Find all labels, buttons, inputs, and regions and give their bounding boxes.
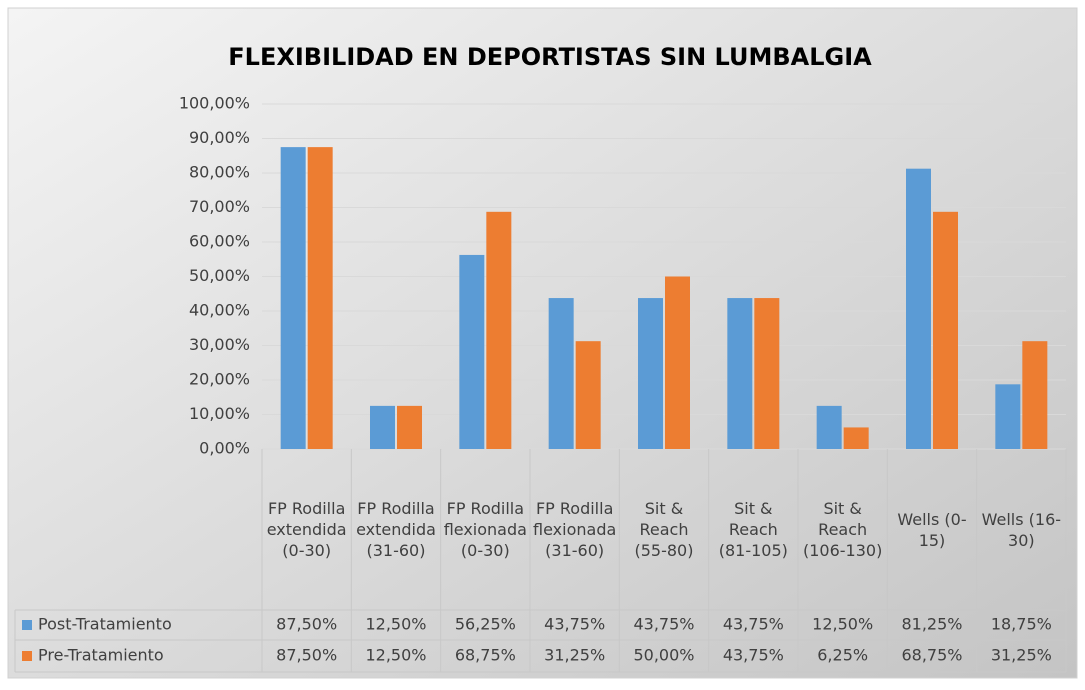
value-label: 81,25%	[901, 615, 962, 634]
y-tick-label: 100,00%	[179, 94, 250, 113]
chart-title: FLEXIBILIDAD EN DEPORTISTAS SIN LUMBALGI…	[228, 43, 872, 71]
x-tick-label: FP Rodilla extendida (31-60)	[356, 499, 436, 560]
x-tick-label: FP Rodilla flexionada (31-60)	[533, 499, 617, 560]
x-tick-cell: Sit & Reach (55-80)	[634, 499, 694, 560]
bar	[459, 254, 485, 449]
x-tick-label: Sit & Reach (81-105)	[718, 499, 788, 560]
bar	[843, 427, 869, 449]
bar	[665, 276, 690, 449]
x-tick-cell: FP Rodilla extendida (31-60)	[356, 499, 436, 560]
value-label: 43,75%	[544, 615, 605, 634]
value-label: 12,50%	[365, 615, 426, 634]
y-tick-label: 10,00%	[189, 404, 250, 423]
value-label: 87,50%	[276, 615, 337, 634]
chart-area	[7, 7, 1078, 679]
y-tick-label: 40,00%	[189, 301, 250, 320]
value-label: 87,50%	[276, 646, 337, 665]
bar	[816, 405, 842, 449]
bar	[307, 147, 333, 449]
bar	[1022, 341, 1048, 449]
x-tick-cell: Sit & Reach (81-105)	[718, 499, 788, 560]
value-label: 68,75%	[901, 646, 962, 665]
x-tick-cell: Sit & Reach (106-130)	[802, 499, 883, 560]
legend-label: Post-Tratamiento	[38, 615, 172, 634]
bar	[397, 405, 422, 449]
x-tick-label: FP Rodilla extendida (0-30)	[266, 499, 347, 560]
value-label: 31,25%	[991, 646, 1052, 665]
value-label: 31,25%	[544, 646, 605, 665]
bar	[370, 405, 395, 449]
x-tick-label: Sit & Reach (55-80)	[634, 499, 694, 560]
value-label: 43,75%	[723, 646, 784, 665]
y-tick-label: 30,00%	[189, 335, 250, 354]
value-label: 12,50%	[365, 646, 426, 665]
y-tick-label: 50,00%	[189, 266, 250, 285]
x-tick-label: Sit & Reach (106-130)	[802, 499, 883, 560]
x-tick-cell: FP Rodilla flexionada (0-30)	[443, 499, 527, 560]
x-tick-label: Wells (16-30)	[981, 509, 1062, 550]
x-tick-cell: Wells (0-15)	[897, 509, 967, 550]
bar	[280, 147, 306, 449]
bar	[575, 341, 601, 449]
value-label: 43,75%	[633, 615, 694, 634]
y-tick-label: 90,00%	[189, 128, 250, 147]
x-tick-cell: FP Rodilla flexionada (31-60)	[533, 499, 617, 560]
bar	[754, 298, 780, 449]
bar	[727, 298, 753, 449]
bar	[933, 211, 958, 449]
legend-swatch	[22, 620, 32, 630]
bar	[548, 298, 574, 449]
value-label: 68,75%	[455, 646, 516, 665]
x-tick-cell: FP Rodilla extendida (0-30)	[266, 499, 347, 560]
legend-label: Pre-Tratamiento	[38, 646, 164, 665]
y-tick-label: 70,00%	[189, 197, 250, 216]
x-tick-label: Wells (0-15)	[897, 509, 967, 550]
bar	[995, 384, 1021, 449]
y-tick-label: 60,00%	[189, 232, 250, 251]
y-tick-label: 80,00%	[189, 163, 250, 182]
value-label: 6,25%	[817, 646, 868, 665]
bar	[486, 211, 512, 449]
y-tick-label: 20,00%	[189, 370, 250, 389]
value-label: 12,50%	[812, 615, 873, 634]
value-label: 43,75%	[723, 615, 784, 634]
legend-swatch	[22, 651, 32, 661]
x-tick-label: FP Rodilla flexionada (0-30)	[443, 499, 527, 560]
x-tick-cell: Wells (16-30)	[981, 509, 1062, 550]
value-label: 50,00%	[633, 646, 694, 665]
value-label: 18,75%	[991, 615, 1052, 634]
bar	[638, 298, 663, 449]
y-tick-label: 0,00%	[199, 439, 250, 458]
value-label: 56,25%	[455, 615, 516, 634]
bar	[906, 168, 931, 449]
